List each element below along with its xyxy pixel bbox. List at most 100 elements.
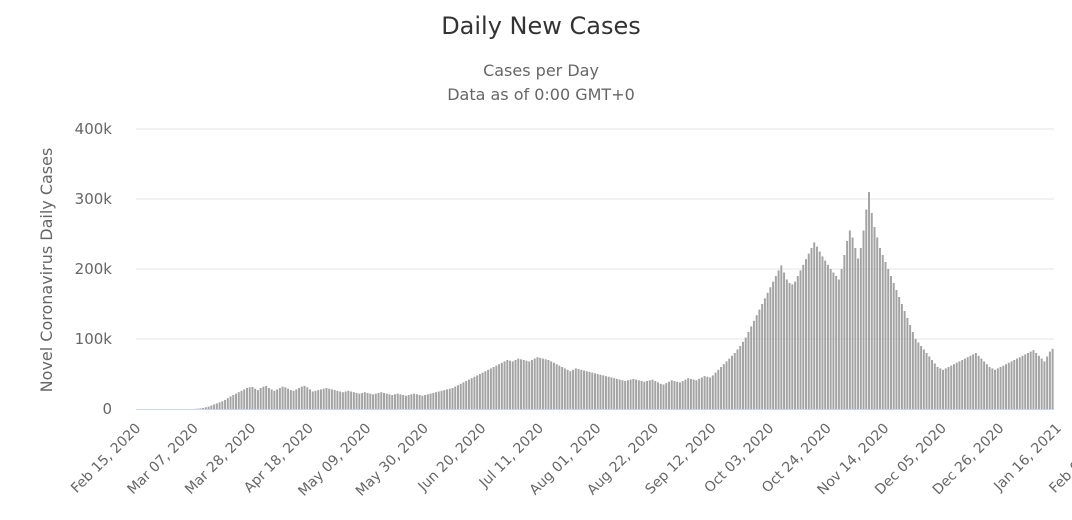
y-tick-label: 100k bbox=[75, 330, 113, 348]
y-tick-labels: 0 100k 200k 300k 400k bbox=[75, 120, 113, 418]
bar bbox=[226, 398, 229, 409]
bar bbox=[588, 371, 591, 409]
bar bbox=[435, 392, 438, 409]
bar bbox=[1021, 355, 1024, 409]
bar bbox=[229, 396, 232, 409]
bar bbox=[744, 337, 747, 409]
bar bbox=[865, 209, 868, 409]
bar bbox=[204, 407, 207, 409]
bar bbox=[752, 320, 755, 409]
bar bbox=[580, 369, 583, 409]
bar bbox=[722, 364, 725, 409]
bar bbox=[843, 255, 846, 409]
bar bbox=[832, 272, 835, 409]
bar bbox=[454, 386, 457, 409]
grid-lines bbox=[136, 128, 1054, 340]
bar bbox=[602, 375, 605, 409]
bar bbox=[506, 360, 509, 409]
bar bbox=[328, 388, 331, 409]
bar bbox=[887, 269, 890, 409]
bar bbox=[243, 389, 246, 409]
bar bbox=[404, 395, 407, 409]
bar bbox=[818, 251, 821, 409]
bar bbox=[876, 237, 879, 409]
bar bbox=[237, 392, 240, 409]
bar bbox=[418, 395, 421, 409]
bar bbox=[500, 362, 503, 409]
bar bbox=[922, 349, 925, 409]
bar bbox=[796, 276, 799, 409]
bar bbox=[1024, 354, 1027, 409]
bar bbox=[495, 365, 498, 409]
bar bbox=[678, 382, 681, 409]
bar bbox=[399, 394, 402, 409]
bar bbox=[311, 391, 314, 409]
bar bbox=[215, 403, 218, 409]
bar bbox=[484, 371, 487, 409]
bar bbox=[503, 361, 506, 409]
bar bbox=[352, 392, 355, 409]
bar bbox=[884, 262, 887, 409]
bar bbox=[407, 395, 410, 409]
bar bbox=[259, 388, 262, 409]
bar bbox=[361, 392, 364, 409]
bar bbox=[942, 369, 944, 409]
bar bbox=[330, 389, 333, 409]
bar bbox=[681, 381, 684, 409]
bar bbox=[851, 237, 854, 409]
bar bbox=[892, 283, 895, 409]
y-tick-label: 200k bbox=[75, 260, 113, 278]
bar bbox=[251, 386, 254, 409]
bar bbox=[333, 390, 336, 409]
bar bbox=[539, 357, 542, 409]
bar bbox=[859, 248, 862, 409]
bar bbox=[385, 393, 388, 409]
bar bbox=[467, 379, 470, 409]
bar bbox=[550, 361, 553, 409]
bar bbox=[610, 377, 613, 409]
bar bbox=[300, 386, 303, 409]
bar bbox=[788, 283, 791, 409]
bar bbox=[955, 362, 958, 409]
bar bbox=[377, 392, 380, 409]
bar bbox=[202, 407, 205, 409]
bar bbox=[451, 388, 454, 409]
bar bbox=[662, 384, 665, 409]
bar bbox=[1032, 350, 1035, 409]
bar bbox=[750, 326, 753, 409]
bar bbox=[829, 269, 832, 409]
bar bbox=[393, 394, 396, 409]
bar bbox=[256, 390, 259, 409]
bar bbox=[1035, 353, 1038, 409]
bar bbox=[1040, 358, 1043, 409]
bar bbox=[604, 376, 607, 409]
bar bbox=[544, 359, 547, 409]
bar bbox=[481, 372, 484, 409]
bar bbox=[1002, 365, 1005, 409]
bar bbox=[761, 304, 764, 409]
bar bbox=[448, 388, 451, 409]
bar bbox=[626, 380, 629, 409]
bar bbox=[925, 353, 928, 409]
bar bbox=[574, 368, 577, 409]
bar bbox=[725, 361, 728, 409]
bar bbox=[763, 298, 766, 409]
bar bbox=[676, 381, 679, 409]
bar bbox=[772, 281, 775, 409]
bar bbox=[618, 379, 621, 409]
bar bbox=[758, 309, 761, 409]
bar bbox=[815, 246, 818, 409]
bar bbox=[972, 354, 975, 409]
bar bbox=[585, 371, 588, 409]
bar bbox=[1016, 358, 1018, 409]
bar bbox=[207, 406, 210, 409]
bar bbox=[914, 339, 917, 409]
bar bbox=[1029, 351, 1032, 409]
bar bbox=[295, 389, 298, 409]
bar bbox=[511, 361, 514, 409]
bar bbox=[933, 363, 936, 409]
y-tick-label: 0 bbox=[102, 400, 112, 418]
bar bbox=[974, 353, 977, 409]
bar bbox=[536, 357, 539, 409]
